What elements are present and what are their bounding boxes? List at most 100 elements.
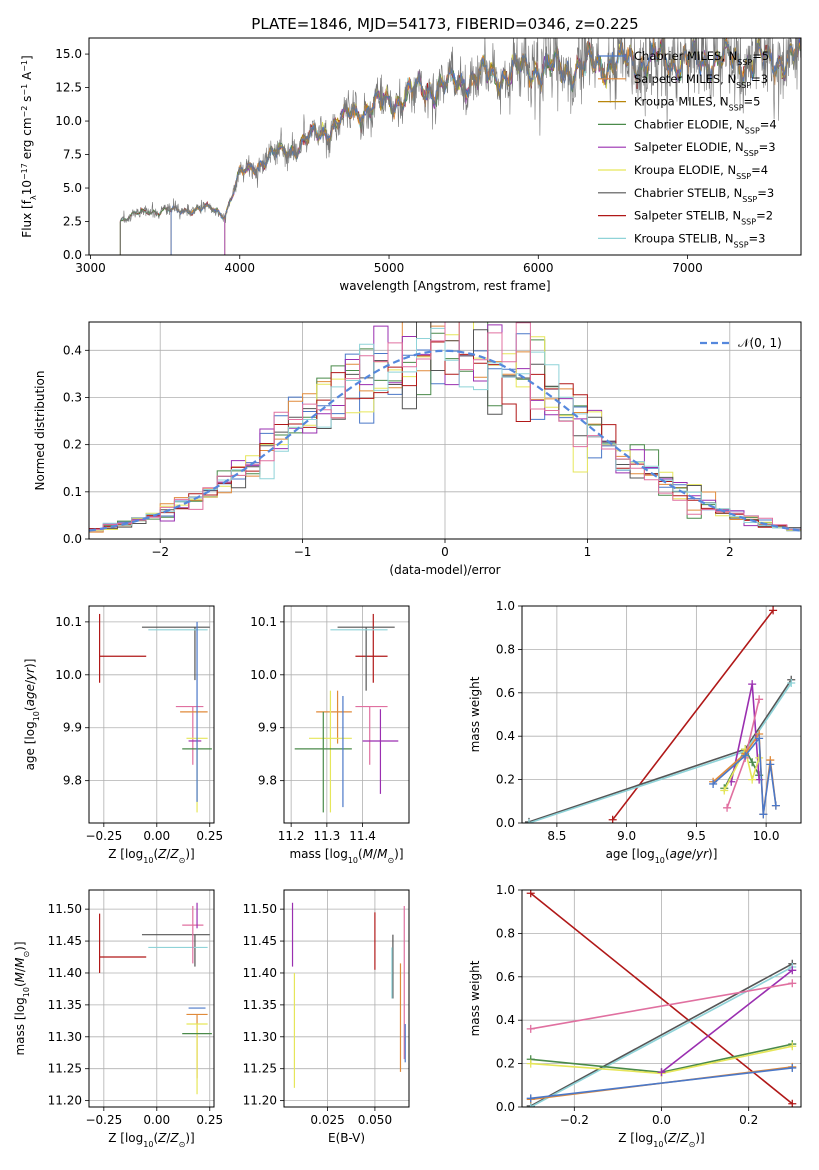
y-tick-label: 0.0	[496, 1100, 515, 1114]
weight-series-line	[612, 609, 774, 821]
x-tick-label: −0.25	[85, 829, 122, 843]
panel-age-vs-mass: 11.2 11.3 11.4 9.8 9.9 10.0 10.1 mass [log10(M/…	[250, 605, 410, 865]
y-tick-label: 11.20	[48, 1094, 82, 1108]
histogram-series	[89, 322, 801, 533]
legend-entry: Salpeter ELODIE, NSSP=3	[634, 140, 776, 158]
y-tick-label: 0.0	[63, 248, 82, 262]
weight-series-line	[712, 736, 777, 815]
x-tick-label: 0.025	[310, 1113, 344, 1127]
axes-frame	[88, 889, 215, 1108]
y-tick-label: 5.0	[63, 181, 82, 195]
errorbar-point	[337, 626, 395, 691]
weight-marker	[657, 1068, 666, 1077]
x-axis-label: mass [log10(M/M⊙)]	[289, 847, 403, 865]
y-tick-label: 11.50	[243, 902, 277, 916]
y-tick-label: 9.8	[63, 774, 82, 788]
errorbars	[294, 613, 399, 813]
y-tick-label: 11.25	[48, 1062, 82, 1076]
errorbars	[98, 902, 212, 1095]
y-tick-label: 11.50	[48, 902, 82, 916]
x-tick-label: 11.2	[278, 829, 305, 843]
y-tick-label: 10.0	[55, 114, 82, 128]
errorbar-point	[141, 626, 210, 681]
errorbar-point	[98, 913, 147, 973]
y-tick-label: 12.5	[55, 81, 82, 95]
y-tick-label: 9.8	[258, 774, 277, 788]
x-tick-label: 8.5	[547, 829, 566, 843]
legend-entry: Chabrier MILES, NSSP=5	[634, 49, 769, 67]
y-tick-label: 0.4	[496, 1013, 515, 1027]
y-tick-label: 2.5	[63, 215, 82, 229]
y-axis-label: mass [log10(M/M⊙)]	[13, 941, 31, 1055]
panel-weight-vs-z: −0.2 0.0 0.2 0.0 0.2 0.4 0.6 0.8 1.0 Z [log10(Z/Z…	[468, 883, 802, 1149]
x-tick-label: 2	[726, 545, 734, 559]
x-tick-label: 0.0	[652, 1113, 671, 1127]
weight-marker	[526, 1094, 535, 1103]
weight-marker	[788, 966, 797, 975]
weight-marker	[759, 810, 768, 819]
y-axis-label: mass weight	[468, 960, 482, 1036]
y-tick-label: 0.4	[63, 343, 82, 357]
weight-marker	[766, 760, 775, 769]
x-tick-label: −0.25	[85, 1113, 122, 1127]
y-tick-label: 11.30	[243, 1030, 277, 1044]
observed-spectrum-line	[120, 38, 801, 255]
weight-marker	[741, 751, 750, 760]
weight-marker	[526, 1059, 535, 1068]
spectrum-lines	[119, 38, 801, 255]
errorbars	[291, 902, 406, 1088]
weight-marker	[755, 734, 764, 743]
x-tick-label: 9.5	[687, 829, 706, 843]
y-tick-label: 0.2	[496, 1057, 515, 1071]
y-tick-label: 9.9	[258, 721, 277, 735]
x-tick-label: 0	[441, 545, 449, 559]
weight-marker	[723, 803, 732, 812]
weight-marker	[769, 606, 778, 615]
weight-marker	[755, 695, 764, 704]
y-axis-label: mass weight	[468, 676, 482, 752]
errorbar-point	[355, 613, 388, 683]
x-axis-label: Z [log10(Z/Z⊙)]	[108, 847, 194, 865]
errorbar-point	[316, 690, 352, 744]
y-tick-label: 11.45	[48, 934, 82, 948]
y-tick-label: 0.4	[496, 729, 515, 743]
errorbar-point	[355, 705, 388, 765]
y-axis-label: Normed distribution	[33, 371, 47, 491]
x-axis-label: (data-model)/error	[389, 563, 500, 577]
y-tick-label: 0.3	[63, 390, 82, 404]
x-axis-label: Z [log10(Z/Z⊙)]	[618, 1131, 704, 1149]
x-axis-label: Z [log10(Z/Z⊙)]	[108, 1131, 194, 1149]
legend: Chabrier MILES, NSSP=5 Salpeter MILES, NS…	[598, 49, 777, 249]
weight-series-line	[528, 679, 792, 823]
y-tick-label: 11.40	[243, 966, 277, 980]
x-tick-label: 0.050	[358, 1113, 392, 1127]
x-tick-label: 11.4	[349, 829, 376, 843]
weight-marker	[788, 1099, 797, 1107]
axes-frame	[283, 605, 410, 824]
weight-marker	[720, 786, 729, 795]
legend-entry: Kroupa ELODIE, NSSP=4	[634, 163, 768, 181]
y-tick-label: 11.40	[48, 966, 82, 980]
y-tick-label: 0.0	[63, 532, 82, 546]
legend-entry: Salpeter MILES, NSSP=3	[634, 72, 768, 90]
errorbar-point	[98, 613, 147, 683]
x-tick-label: 10.0	[753, 829, 780, 843]
y-tick-label: 11.25	[243, 1062, 277, 1076]
y-tick-label: 10.1	[250, 615, 277, 629]
y-tick-label: 0.2	[63, 438, 82, 452]
weight-series-line	[661, 969, 793, 1073]
weight-marker	[608, 815, 617, 823]
errorbar-point	[186, 1023, 208, 1095]
legend-entry: Chabrier STELIB, NSSP=3	[634, 186, 774, 204]
x-axis-label: wavelength [Angstrom, rest frame]	[339, 279, 550, 293]
y-tick-label: 7.5	[63, 148, 82, 162]
errorbars	[98, 613, 212, 813]
y-tick-label: 0.8	[496, 926, 515, 940]
weight-series-line	[530, 1067, 793, 1100]
x-tick-label: 4000	[224, 261, 255, 275]
y-tick-label: 11.35	[243, 998, 277, 1012]
y-tick-label: 0.6	[496, 970, 515, 984]
axes-frame	[283, 889, 410, 1108]
axes-frame	[88, 37, 802, 256]
